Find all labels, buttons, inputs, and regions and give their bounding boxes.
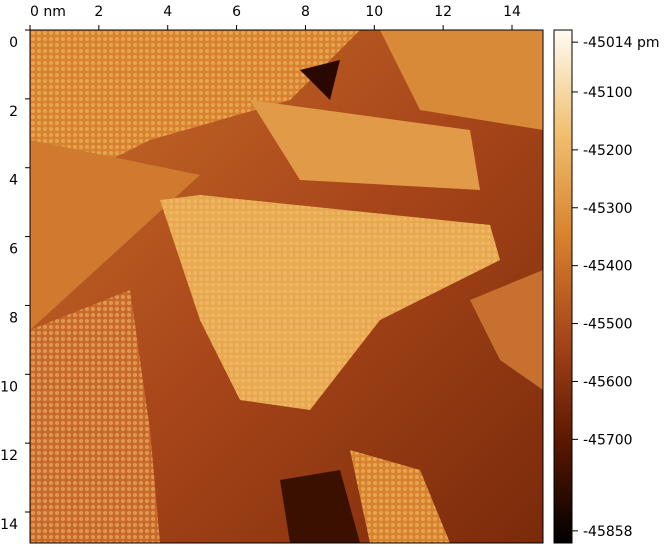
x-tick-label: 0 nm (30, 4, 66, 20)
x-tick-label: 4 (163, 4, 172, 20)
y-tick-label: 4 (9, 173, 18, 189)
colorbar-tick-label: -45600 (583, 374, 633, 390)
y-tick-label: 0 (9, 35, 18, 51)
colorbar (553, 29, 573, 544)
x-tick-label: 6 (232, 4, 241, 20)
colorbar-tick-label: -45014 pm (583, 35, 660, 51)
colorbar-tick-label: -45700 (583, 432, 633, 448)
y-tick-label: 14 (0, 517, 18, 533)
x-tick-label: 10 (365, 4, 383, 20)
colorbar-tick-label: -45200 (583, 143, 633, 159)
x-tick-label: 14 (503, 4, 521, 20)
y-tick-label: 12 (0, 448, 18, 464)
x-tick-label: 2 (94, 4, 103, 20)
x-tick-label: 8 (301, 4, 310, 20)
colorbar-tick-label: -45100 (583, 85, 633, 101)
x-tick-label: 12 (434, 4, 452, 20)
y-tick-label: 2 (9, 104, 18, 120)
colorbar-tick-label: -45400 (583, 259, 633, 275)
y-tick-label: 8 (9, 310, 18, 326)
colorbar-tick-label: -45858 (583, 524, 633, 540)
colorbar-tick-label: -45300 (583, 201, 633, 217)
colorbar-tick-label: -45500 (583, 317, 633, 333)
y-tick-label: 10 (0, 379, 18, 395)
stm-image (30, 30, 543, 543)
y-tick-label: 6 (9, 242, 18, 258)
plot-frame (29, 29, 544, 544)
